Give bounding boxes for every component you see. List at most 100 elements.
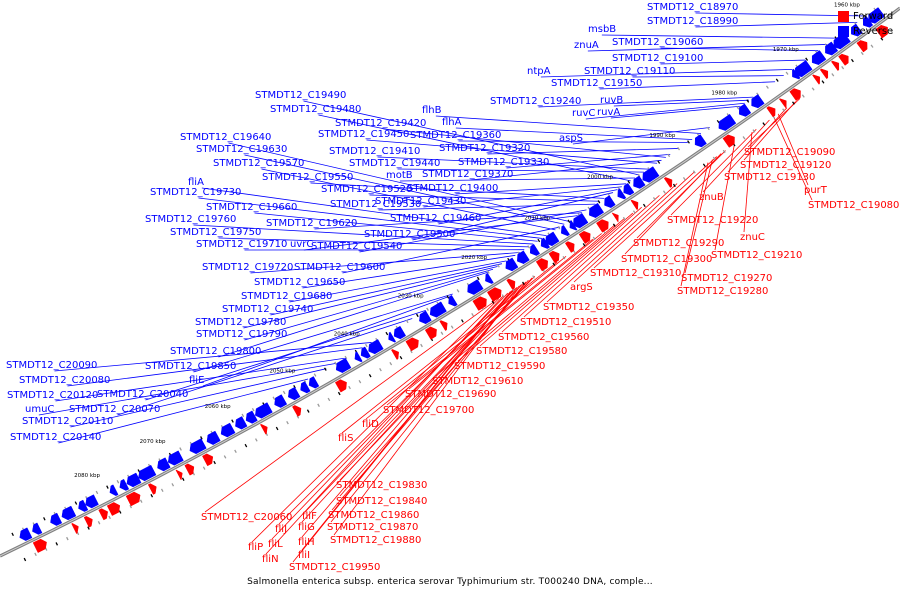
forward-gene-label[interactable]: STMDT12_C19090	[744, 147, 835, 158]
forward-gene-label[interactable]: STMDT12_C19080	[808, 200, 899, 211]
forward-gene-label[interactable]: STMDT12_C19220	[667, 215, 758, 226]
forward-gene-arrow[interactable]	[202, 453, 214, 467]
reverse-gene-arrow[interactable]	[517, 250, 530, 264]
reverse-gene-arrow[interactable]	[220, 422, 236, 438]
reverse-gene-label[interactable]: STMDT12_C19660	[206, 202, 297, 213]
forward-gene-arrow[interactable]	[778, 98, 787, 109]
reverse-gene-label[interactable]: STMDT12_C19680	[241, 291, 332, 302]
forward-gene-label[interactable]: STMDT12_C19880	[330, 535, 421, 546]
reverse-gene-label[interactable]: STMDT12_C19790	[196, 329, 287, 340]
reverse-gene-label[interactable]: STMDT12_C19410	[329, 146, 420, 157]
forward-gene-arrow[interactable]	[184, 463, 195, 476]
reverse-gene-label[interactable]: ntpA	[527, 66, 551, 77]
reverse-gene-label[interactable]: STMDT12_C19540	[311, 241, 402, 252]
reverse-gene-label[interactable]: STMDT12_C19330	[458, 157, 549, 168]
reverse-gene-arrow[interactable]	[545, 231, 560, 247]
reverse-gene-label[interactable]: STMDT12_C19630	[196, 144, 287, 155]
reverse-gene-arrow[interactable]	[862, 15, 874, 28]
reverse-gene-label[interactable]: STMDT12_C19150	[551, 78, 642, 89]
reverse-gene-arrow[interactable]	[718, 113, 737, 131]
forward-gene-label[interactable]: STMDT12_C19830	[336, 480, 427, 491]
forward-gene-arrow[interactable]	[578, 230, 591, 244]
forward-gene-arrow[interactable]	[875, 24, 888, 39]
reverse-gene-label[interactable]: STMDT12_C19100	[612, 53, 703, 64]
reverse-gene-label[interactable]: STMDT12_C19760	[145, 214, 236, 225]
reverse-gene-label[interactable]: flhB	[422, 105, 442, 116]
reverse-gene-label[interactable]: STMDT12_C19720	[202, 262, 293, 273]
reverse-gene-arrow[interactable]	[255, 402, 273, 419]
reverse-gene-arrow[interactable]	[589, 202, 605, 218]
reverse-gene-label[interactable]: STMDT12_C18990	[647, 16, 738, 27]
reverse-gene-label[interactable]: STMDT12_C19400	[407, 183, 498, 194]
forward-gene-label[interactable]: STMDT12_C19610	[432, 376, 523, 387]
reverse-gene-label[interactable]: STMDT12_C19710	[196, 239, 287, 250]
reverse-gene-arrow[interactable]	[485, 272, 494, 284]
reverse-gene-arrow[interactable]	[32, 522, 43, 535]
reverse-gene-label[interactable]: STMDT12_C18970	[647, 2, 738, 13]
forward-gene-label[interactable]: STMDT12_C19120	[740, 160, 831, 171]
reverse-gene-label[interactable]: STMDT12_C19320	[439, 143, 530, 154]
reverse-gene-label[interactable]: ruvC	[572, 108, 595, 119]
reverse-gene-arrow[interactable]	[529, 243, 541, 256]
forward-gene-label[interactable]: argS	[570, 282, 593, 293]
reverse-gene-label[interactable]: STMDT12_C19800	[170, 346, 261, 357]
reverse-gene-arrow[interactable]	[354, 351, 363, 363]
reverse-gene-label[interactable]: STMDT12_C19450	[318, 129, 409, 140]
forward-gene-label[interactable]: znuB	[699, 192, 724, 203]
reverse-gene-arrow[interactable]	[811, 50, 827, 65]
reverse-gene-arrow[interactable]	[825, 41, 839, 56]
forward-gene-arrow[interactable]	[722, 134, 735, 148]
forward-gene-arrow[interactable]	[71, 523, 79, 534]
reverse-gene-label[interactable]: STMDT12_C19480	[270, 104, 361, 115]
reverse-gene-arrow[interactable]	[739, 103, 752, 117]
reverse-gene-label[interactable]: motB	[386, 170, 413, 181]
forward-gene-arrow[interactable]	[83, 516, 93, 528]
forward-gene-label[interactable]: fliN	[262, 554, 279, 565]
forward-gene-arrow[interactable]	[424, 326, 437, 340]
reverse-gene-arrow[interactable]	[245, 410, 258, 424]
forward-gene-label[interactable]: STMDT12_C19870	[327, 522, 418, 533]
forward-gene-label[interactable]: STMDT12_C19290	[633, 238, 724, 249]
forward-gene-arrow[interactable]	[506, 278, 516, 290]
reverse-gene-label[interactable]: STMDT12_C19440	[349, 158, 440, 169]
forward-gene-label[interactable]: fliP	[248, 542, 263, 553]
forward-gene-arrow[interactable]	[856, 40, 868, 53]
reverse-gene-arrow[interactable]	[429, 301, 447, 318]
reverse-gene-label[interactable]: STMDT12_C19520	[321, 184, 412, 195]
reverse-gene-label[interactable]: STMDT12_C19490	[255, 90, 346, 101]
reverse-gene-label[interactable]: uvrC	[290, 239, 313, 250]
forward-gene-arrow[interactable]	[630, 199, 639, 211]
reverse-gene-arrow[interactable]	[167, 450, 184, 466]
forward-gene-label[interactable]: fliL	[268, 539, 283, 550]
reverse-gene-label[interactable]: STMDT12_C19500	[364, 229, 455, 240]
reverse-gene-arrow[interactable]	[642, 166, 660, 183]
forward-gene-arrow[interactable]	[125, 491, 141, 507]
reverse-gene-label[interactable]: fliE	[189, 375, 204, 386]
reverse-gene-arrow[interactable]	[419, 310, 432, 325]
forward-gene-arrow[interactable]	[292, 405, 302, 417]
reverse-gene-arrow[interactable]	[795, 60, 813, 78]
reverse-gene-arrow[interactable]	[206, 430, 221, 445]
reverse-gene-label[interactable]: ruvB	[600, 95, 623, 106]
forward-gene-arrow[interactable]	[486, 287, 502, 302]
forward-gene-arrow[interactable]	[819, 68, 829, 80]
reverse-gene-arrow[interactable]	[617, 188, 627, 200]
reverse-gene-label[interactable]: umuC	[25, 404, 54, 415]
reverse-gene-arrow[interactable]	[448, 294, 458, 307]
reverse-gene-label[interactable]: STMDT12_C19570	[213, 158, 304, 169]
reverse-gene-arrow[interactable]	[335, 357, 352, 373]
reverse-gene-label[interactable]: STMDT12_C19750	[170, 227, 261, 238]
reverse-gene-label[interactable]: STMDT12_C20070	[69, 404, 160, 415]
reverse-gene-label[interactable]: STMDT12_C19620	[266, 218, 357, 229]
reverse-gene-label[interactable]: STMDT12_C20040	[97, 389, 188, 400]
reverse-gene-label[interactable]: flhA	[442, 117, 462, 128]
reverse-gene-arrow[interactable]	[851, 23, 863, 37]
reverse-gene-arrow[interactable]	[109, 484, 119, 496]
forward-gene-label[interactable]: STMDT12_C19130	[724, 172, 815, 183]
reverse-gene-label[interactable]: STMDT12_C20140	[10, 432, 101, 443]
reverse-gene-arrow[interactable]	[561, 224, 570, 237]
forward-gene-label[interactable]: fliJ	[275, 524, 287, 535]
reverse-gene-arrow[interactable]	[85, 494, 99, 509]
reverse-gene-label[interactable]: STMDT12_C19730	[150, 187, 241, 198]
reverse-gene-arrow[interactable]	[573, 213, 589, 229]
